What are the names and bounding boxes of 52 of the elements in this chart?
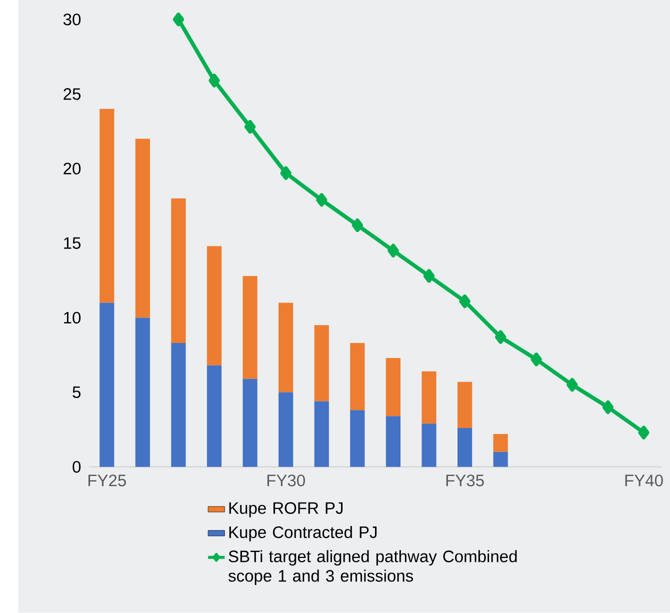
point bbox=[494, 330, 506, 344]
y-tick-label: 5 bbox=[72, 386, 81, 398]
y-tick-label: 0 bbox=[72, 461, 81, 473]
point bbox=[638, 426, 650, 440]
y-tick-label: 25 bbox=[64, 88, 81, 100]
y-tick-label: 30 bbox=[63, 14, 81, 26]
point bbox=[602, 400, 614, 414]
bar bbox=[458, 428, 472, 467]
bar bbox=[386, 416, 401, 467]
bar bbox=[386, 358, 401, 416]
y-tick-label: 20 bbox=[64, 162, 81, 175]
bar bbox=[242, 378, 258, 467]
legend-label: Kupe Contracted PJ bbox=[229, 526, 377, 542]
bar bbox=[493, 452, 508, 467]
point bbox=[316, 193, 328, 207]
bar bbox=[422, 372, 436, 424]
point bbox=[280, 166, 292, 180]
bar bbox=[350, 410, 365, 467]
point bbox=[352, 218, 364, 232]
bar bbox=[422, 424, 436, 467]
bar bbox=[314, 401, 329, 467]
bar bbox=[100, 109, 114, 303]
point bbox=[388, 244, 399, 258]
x-tick-label: FY35 bbox=[446, 474, 484, 486]
bar bbox=[493, 434, 508, 452]
x-tick-label: FY25 bbox=[88, 474, 126, 486]
bar bbox=[278, 392, 294, 467]
bar bbox=[135, 318, 150, 467]
point bbox=[208, 74, 220, 88]
bar bbox=[458, 382, 472, 428]
point bbox=[459, 294, 470, 308]
point bbox=[172, 12, 184, 26]
point bbox=[423, 269, 435, 283]
bar bbox=[135, 138, 150, 318]
x-tick-label: FY30 bbox=[267, 474, 305, 486]
bar bbox=[350, 343, 365, 410]
y-tick-label: 15 bbox=[64, 238, 81, 250]
bar bbox=[171, 198, 186, 344]
x-tick-label: FY40 bbox=[625, 474, 663, 486]
bar bbox=[206, 246, 222, 366]
y-tick-label: 10 bbox=[64, 312, 81, 324]
bar bbox=[314, 325, 329, 402]
bar bbox=[171, 343, 186, 467]
bar bbox=[206, 366, 222, 467]
point bbox=[566, 378, 578, 392]
point bbox=[530, 352, 542, 366]
legend-label: Kupe ROFR PJ bbox=[229, 502, 343, 518]
bar bbox=[242, 276, 258, 379]
point bbox=[244, 120, 256, 134]
legend-label: SBTi target aligned pathway Combined scope 1 and 3 emissions bbox=[228, 550, 517, 586]
bar bbox=[278, 302, 294, 392]
bar bbox=[100, 302, 114, 467]
